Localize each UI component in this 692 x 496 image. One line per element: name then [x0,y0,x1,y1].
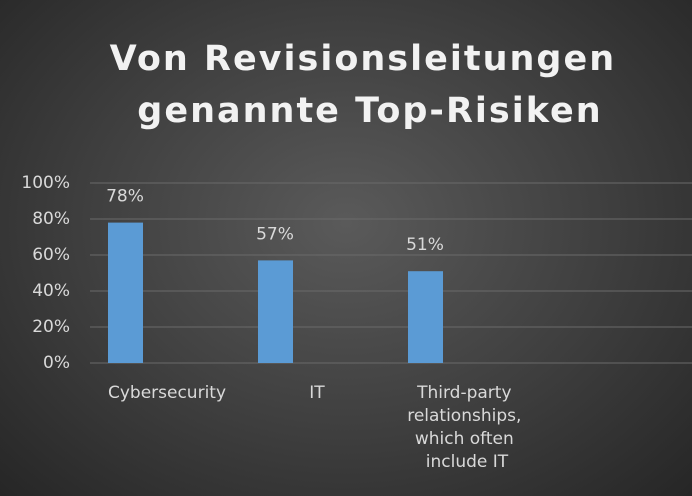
y-tick-label: 60% [32,245,70,265]
data-label: 51% [406,235,444,255]
data-label: 57% [256,224,294,244]
y-tick-label: 0% [43,353,70,373]
y-tick-label: 80% [32,209,70,229]
y-tick-label: 100% [21,173,70,193]
bar [408,271,443,363]
y-tick-label: 20% [32,317,70,337]
x-tick-label: Cybersecurity [108,383,226,403]
bar [108,222,143,363]
x-tick-label: Third-party relationships, which often i… [407,383,527,472]
bar [258,260,293,363]
chart-title: Von Revisionsleitungen genannte Top-Risi… [110,39,631,131]
x-tick-label: IT [309,383,325,403]
data-label: 78% [106,187,144,207]
y-tick-label: 40% [32,281,70,301]
